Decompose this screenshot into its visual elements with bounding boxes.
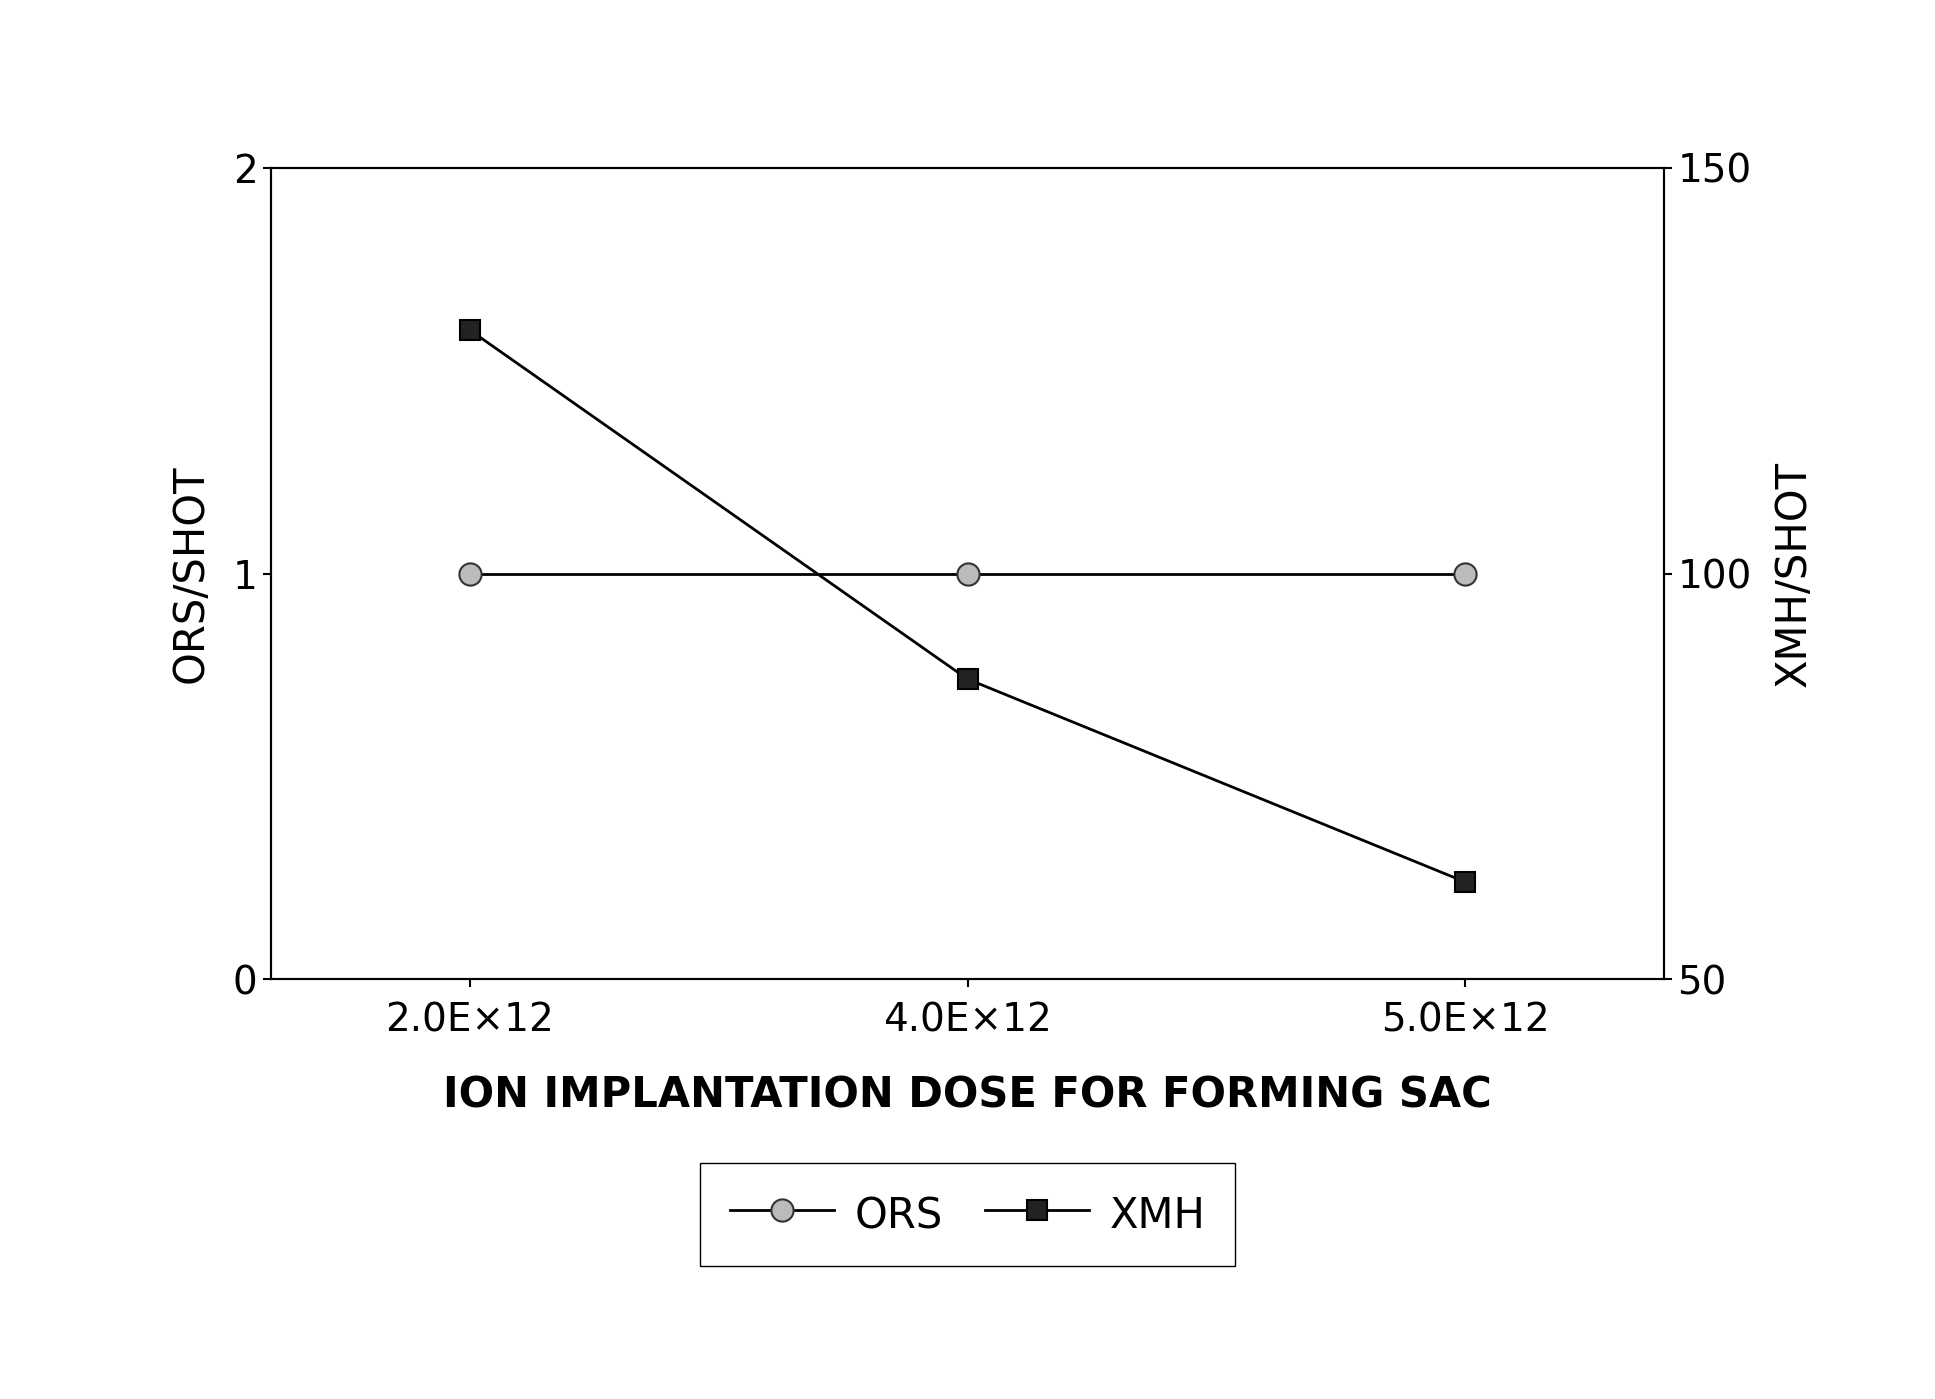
Line: ORS: ORS <box>459 562 1476 585</box>
X-axis label: ION IMPLANTATION DOSE FOR FORMING SAC: ION IMPLANTATION DOSE FOR FORMING SAC <box>443 1074 1492 1116</box>
ORS <box>459 565 482 582</box>
XMH <box>459 322 482 339</box>
Legend: ORS, XMH: ORS, XMH <box>700 1164 1235 1266</box>
XMH <box>1453 873 1476 890</box>
ORS <box>1453 565 1476 582</box>
Y-axis label: XMH/SHOT: XMH/SHOT <box>1772 460 1815 687</box>
ORS <box>956 565 979 582</box>
Y-axis label: ORS/SHOT: ORS/SHOT <box>170 464 213 683</box>
Line: XMH: XMH <box>461 320 1474 891</box>
XMH <box>956 670 979 687</box>
